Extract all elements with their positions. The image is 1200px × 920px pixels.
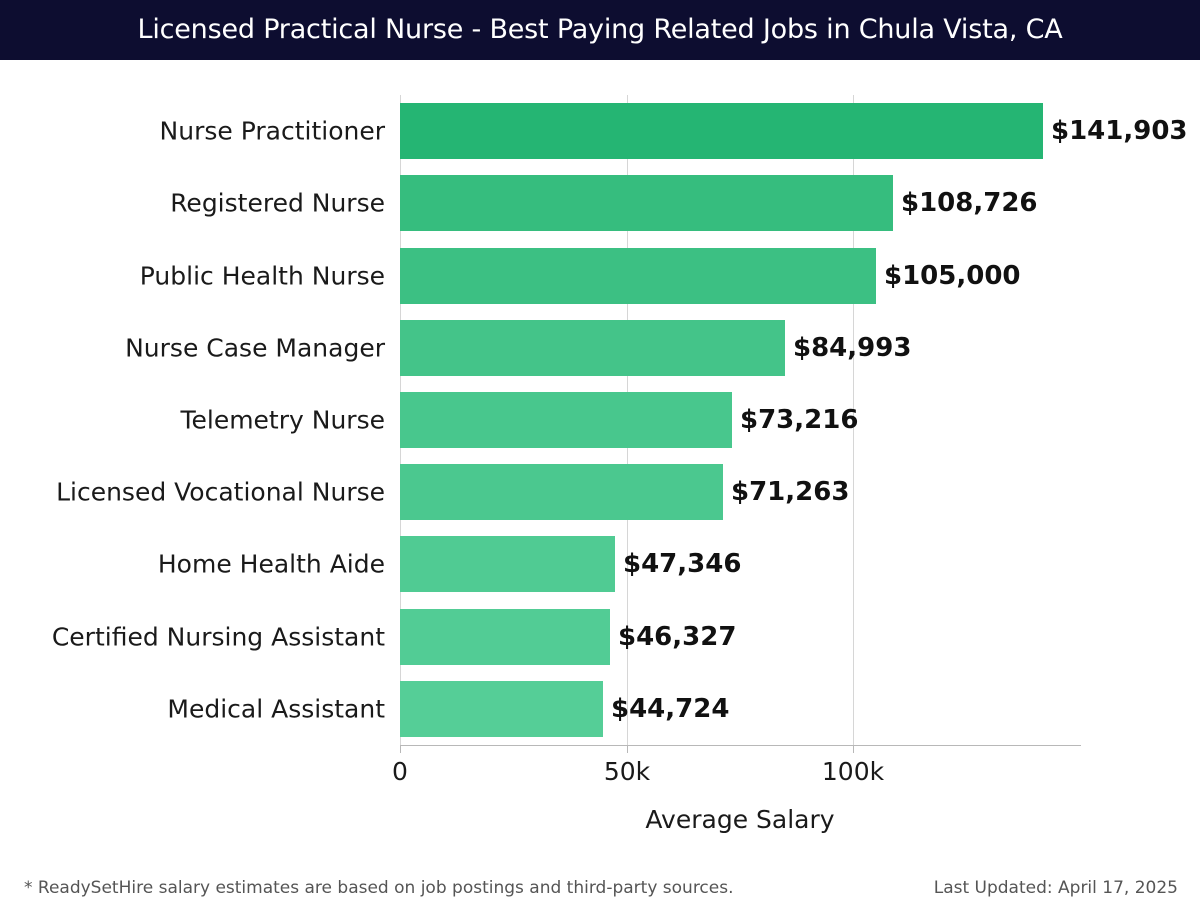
bar-value-label: $84,993 [793, 332, 912, 363]
bar[interactable] [400, 680, 603, 737]
page-title: Licensed Practical Nurse - Best Paying R… [137, 14, 1063, 45]
chart-canvas: Nurse Practitioner $141,903 Registered Nur… [0, 60, 1200, 860]
title-bar [0, 0, 1200, 60]
y-axis-category-label: Certified Nursing Assistant [51, 622, 385, 652]
y-axis-category-label: Public Health Nurse [139, 261, 385, 291]
bar[interactable] [400, 247, 876, 304]
x-axis-tick [853, 746, 854, 753]
bar[interactable] [400, 536, 615, 593]
x-axis-line [400, 745, 1081, 746]
y-axis-category-label: Registered Nurse [170, 188, 385, 218]
x-axis-title: Average Salary [645, 805, 835, 834]
y-axis-category-label: Nurse Practitioner [159, 116, 385, 146]
bar[interactable] [400, 392, 732, 448]
y-axis-category-label: Home Health Aide [157, 549, 385, 579]
bar[interactable] [400, 319, 785, 376]
bar-value-label: $141,903 [1051, 116, 1188, 147]
last-updated-label: Last Updated: April 17, 2025 [933, 878, 1178, 898]
bar[interactable] [400, 464, 723, 521]
bar[interactable] [400, 103, 1043, 160]
y-axis-category-label: Nurse Case Manager [125, 333, 385, 363]
x-axis-tick-label: 0 [392, 757, 408, 786]
bar-value-label: $44,724 [611, 693, 730, 724]
x-axis-tick [400, 746, 401, 753]
bar[interactable] [400, 608, 610, 665]
x-axis-tick [627, 746, 628, 753]
gridline [853, 95, 854, 745]
bar-value-label: $46,327 [618, 621, 737, 652]
bar-value-label: $71,263 [731, 477, 850, 508]
bar-value-label: $105,000 [884, 260, 1021, 291]
x-axis-tick-label: 100k [821, 757, 885, 786]
bar-value-label: $73,216 [740, 405, 859, 435]
bar-value-label: $47,346 [623, 549, 742, 580]
bar[interactable] [400, 175, 893, 232]
bar-value-label: $108,726 [901, 188, 1038, 219]
footnote: * ReadySetHire salary estimates are base… [24, 878, 734, 898]
y-axis-category-label: Medical Assistant [167, 694, 385, 724]
y-axis-category-label: Licensed Vocational Nurse [56, 477, 385, 507]
x-axis-tick-label: 50k [603, 757, 651, 786]
y-axis-category-label: Telemetry Nurse [180, 405, 385, 435]
